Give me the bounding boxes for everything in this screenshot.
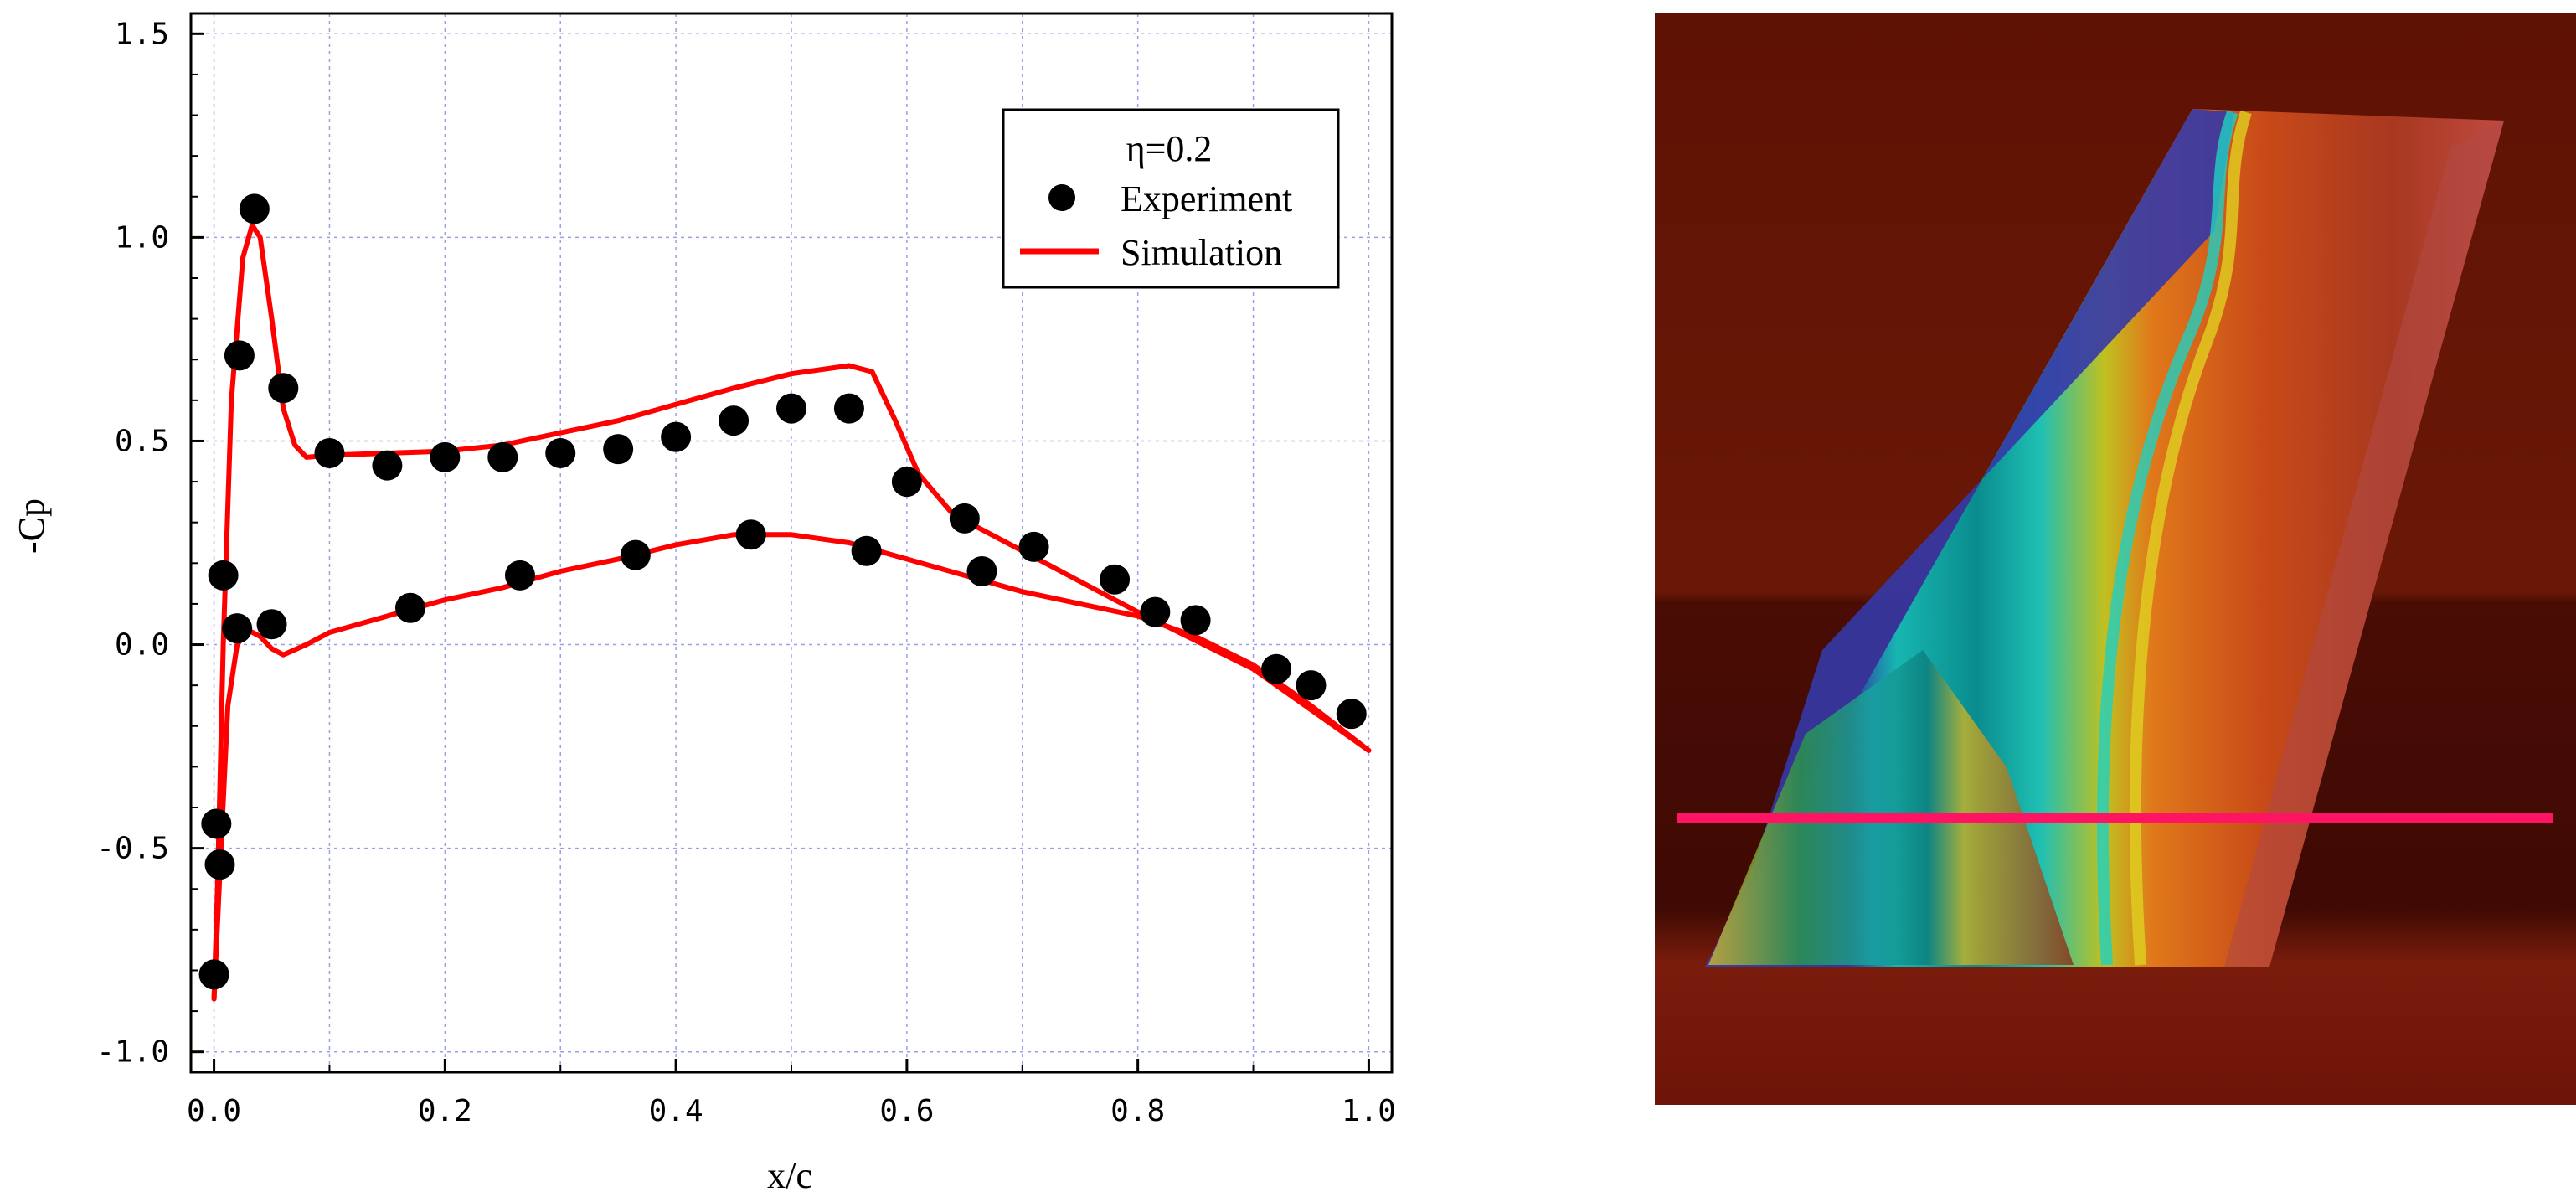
experiment-point (719, 405, 750, 436)
experiment-point (603, 434, 634, 465)
experiment-point (239, 193, 270, 224)
experiment-point (222, 613, 253, 644)
legend-experiment-label: Experiment (1121, 178, 1292, 219)
tick-labels: 0.0 0.2 0.4 0.6 0.8 1.0 1.5 1.0 0.5 0.0 -0.5 -1.0 (96, 17, 1396, 1128)
experiment-point (1296, 670, 1327, 701)
y-tick-label: 0.0 (115, 628, 169, 663)
x-tick-label: 0.8 (1110, 1094, 1165, 1128)
y-tick-label: 1.0 (115, 220, 169, 255)
y-tick-label: -1.0 (96, 1035, 169, 1070)
legend-experiment-marker (1048, 184, 1075, 211)
x-tick-label: 0.6 (879, 1094, 934, 1128)
wing-suction-region (1708, 109, 2234, 962)
axes (189, 12, 1394, 1074)
cp-chart: 0.0 0.2 0.4 0.6 0.8 1.0 1.5 1.0 0.5 0.0 -0.5 -1.0 x… (11, 12, 1396, 1196)
experiment-point (224, 340, 255, 371)
experiment-series (198, 193, 1367, 990)
legend-simulation-label: Simulation (1121, 232, 1282, 273)
y-tick-label: 1.5 (115, 17, 169, 51)
y-tick-label: 0.5 (115, 424, 169, 458)
experiment-point (949, 503, 980, 534)
cfd-pressure-image (1655, 13, 2576, 1105)
experiment-point (208, 560, 239, 591)
experiment-point (851, 535, 882, 566)
experiment-point (833, 393, 864, 424)
experiment-point (394, 592, 425, 623)
experiment-point (891, 467, 922, 498)
x-tick-label: 0.0 (187, 1094, 241, 1128)
x-tick-label: 0.2 (418, 1094, 472, 1128)
experiment-point (268, 373, 299, 404)
experiment-point (1018, 531, 1049, 562)
experiment-point (620, 539, 651, 570)
section-cut-line (1677, 813, 2553, 823)
y-tick-label: -0.5 (96, 832, 169, 866)
experiment-point (372, 450, 403, 481)
experiment-point (661, 421, 692, 452)
experiment-point (545, 438, 576, 469)
shock-line (2096, 110, 2239, 966)
legend: η=0.2 Experiment Simulation (1002, 108, 1340, 289)
experiment-point (776, 393, 806, 424)
experiment-point (966, 556, 997, 587)
experiment-point (1180, 605, 1211, 636)
experiment-point (1140, 596, 1171, 627)
experiment-point (1336, 699, 1367, 730)
shock-front (2129, 110, 2252, 966)
x-axis-label: x/c (767, 1155, 812, 1196)
trailing-edge-shade (2224, 121, 2504, 967)
experiment-point (201, 808, 232, 839)
experiment-point (504, 560, 535, 591)
experiment-point (256, 609, 287, 640)
experiment-point (487, 441, 518, 472)
experiment-point (735, 519, 766, 550)
experiment-point (314, 438, 345, 469)
simulation-line-lower (211, 532, 1372, 1002)
experiment-point (1261, 653, 1292, 684)
legend-title: η=0.2 (1126, 128, 1213, 169)
experiment-point (204, 849, 235, 880)
x-tick-label: 0.4 (649, 1094, 703, 1128)
experiment-point (430, 441, 461, 472)
wing-root-region (1708, 650, 2074, 965)
y-axis-label: -Cp (11, 498, 52, 554)
x-tick-label: 1.0 (1342, 1094, 1396, 1128)
experiment-point (198, 959, 229, 990)
experiment-point (1100, 564, 1131, 595)
